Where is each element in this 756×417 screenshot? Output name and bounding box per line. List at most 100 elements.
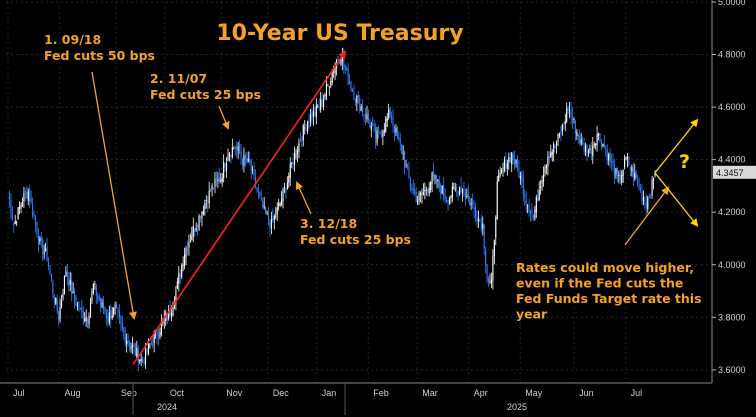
candle-body [531, 210, 533, 214]
candle-body [466, 196, 468, 198]
candle-body [152, 344, 154, 346]
candle-body [331, 72, 333, 83]
candle-body [214, 178, 216, 187]
candle-body [305, 129, 307, 131]
candle-body [181, 265, 183, 277]
candle-body [289, 163, 291, 178]
annotation-line: Fed cuts 25 bps [150, 87, 261, 102]
candle-body [457, 190, 459, 194]
candle-body [46, 246, 48, 261]
candle-body [508, 157, 510, 162]
candle-body [249, 159, 251, 163]
candle-body [351, 88, 354, 92]
candle-body [440, 184, 442, 194]
candle-body [366, 114, 368, 120]
candle-body [53, 294, 55, 302]
candle-body [441, 186, 443, 194]
candle-body [349, 81, 351, 85]
candle-body [495, 217, 497, 238]
candle-body [82, 311, 84, 319]
candle-body [153, 334, 155, 344]
candle-body [408, 167, 410, 179]
last-value-label: 4.3457 [716, 168, 744, 178]
candle-body [324, 94, 326, 98]
candle-body [619, 173, 621, 181]
candle-body [544, 167, 546, 174]
candle-body [272, 217, 274, 221]
candle-body [278, 203, 280, 206]
candle-body [653, 177, 655, 182]
candle-body [241, 159, 244, 165]
candle-body [396, 127, 398, 137]
candle-body [244, 154, 246, 160]
candle-body [389, 107, 391, 116]
candle-body [20, 204, 22, 209]
candle-body [205, 200, 207, 202]
candle-body [542, 174, 545, 183]
candle-body [569, 109, 571, 111]
candle-body [114, 304, 116, 308]
x-year-label: 2025 [507, 402, 527, 412]
grid [6, 1, 712, 383]
candle-body [50, 274, 52, 281]
candle-body [380, 134, 382, 136]
chart-title: 10-Year US Treasury [216, 21, 463, 46]
candle-body [447, 199, 449, 204]
candle-body [373, 128, 375, 130]
candle-body [615, 168, 617, 176]
candle-body [212, 187, 215, 189]
candle-body [259, 192, 261, 196]
candle-body [283, 187, 286, 189]
candle-body [68, 278, 70, 287]
candle-body [275, 215, 277, 217]
candle-body [185, 248, 187, 258]
candle-body [409, 178, 411, 189]
candle-body [576, 131, 578, 136]
x-tick-label: Jul [631, 388, 643, 398]
candle-body [91, 291, 93, 302]
candle-body [528, 205, 530, 213]
candle-body [218, 177, 220, 183]
candle-body [111, 315, 113, 319]
candle-body [477, 217, 479, 222]
candle-body [383, 129, 385, 133]
candle-body [561, 124, 563, 132]
candle-body [160, 322, 162, 335]
candle-body [370, 125, 372, 130]
candle-body [363, 113, 365, 115]
candle-body [246, 158, 248, 163]
candle-body [236, 146, 238, 149]
candle-body [58, 311, 60, 321]
x-tick-label: Oct [170, 388, 185, 398]
candle-body [641, 191, 643, 200]
candle-body [40, 236, 42, 241]
candle-body [502, 168, 504, 170]
candle-body [613, 165, 616, 177]
candles [8, 47, 656, 372]
candle-body [32, 203, 34, 216]
candle-body [362, 105, 364, 113]
candle-body [467, 193, 469, 199]
candle-body [560, 131, 562, 134]
candle-body [424, 189, 426, 192]
candle-body [511, 152, 513, 165]
candle-body [460, 186, 462, 191]
x-tick-label: Nov [226, 388, 243, 398]
candle-body [621, 174, 623, 183]
candle-body [515, 159, 517, 165]
candle-body [14, 220, 16, 225]
candle-body [87, 319, 89, 323]
candle-body [398, 137, 400, 139]
candle-body [123, 328, 125, 333]
candle-body [580, 139, 582, 145]
candle-body [618, 175, 620, 177]
candle-body [425, 190, 427, 192]
candle-body [432, 171, 435, 177]
candle-body [173, 302, 176, 309]
candle-body [600, 141, 602, 148]
candle-body [140, 358, 142, 361]
candle-body [182, 264, 184, 266]
candle-body [221, 178, 223, 182]
candle-body [629, 167, 631, 170]
